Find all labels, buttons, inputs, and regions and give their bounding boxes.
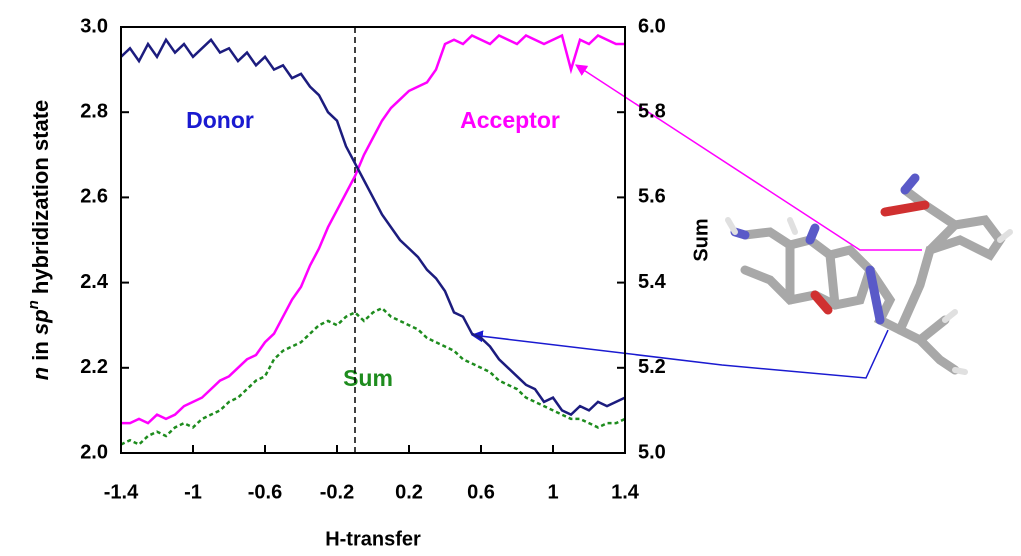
y2-axis-label: Sum <box>690 218 712 261</box>
x-tick-label: 0.6 <box>467 481 495 503</box>
y-tick-label: 3.0 <box>80 15 108 37</box>
y-label-part: sp <box>28 309 53 335</box>
series-line <box>121 40 625 415</box>
y-label-part: n <box>28 367 53 380</box>
x-axis-label: H-transfer <box>325 528 421 550</box>
page: {"chart_data": {"type": "line", "xlabel"… <box>0 0 1021 556</box>
y2-tick-label: 5.8 <box>638 100 666 122</box>
x-tick-label: -0.6 <box>248 481 282 503</box>
pointer-acceptor <box>576 65 922 250</box>
y-tick-label: 2.6 <box>80 186 108 208</box>
y-tick-label: 2.8 <box>80 100 108 122</box>
donor-annotation: Donor <box>186 107 254 133</box>
y-tick-label: 2.0 <box>80 441 108 463</box>
y2-tick-label: 5.6 <box>638 186 666 208</box>
x-tick-label: -0.2 <box>320 481 354 503</box>
y-axis-label: n in spn hybridization state <box>25 100 53 381</box>
y-tick-label: 2.4 <box>80 271 109 293</box>
y2-tick-label: 5.2 <box>638 356 666 378</box>
x-tick-label: 0.2 <box>395 481 423 503</box>
y2-tick-label: 5.4 <box>638 271 667 293</box>
y2-tick-label: 6.0 <box>638 15 666 37</box>
y-label-part: in <box>28 335 53 367</box>
y-label-part: hybridization state <box>28 100 53 300</box>
x-tick-label: -1 <box>184 481 202 503</box>
molecule <box>728 178 1010 372</box>
x-tick-label: -1.4 <box>104 481 139 503</box>
chart: Donor Acceptor Sum H-transfer Sum n in s… <box>0 0 1021 556</box>
x-tick-label: 1.4 <box>611 481 640 503</box>
y2-tick-label: 5.0 <box>638 441 666 463</box>
y-tick-label: 2.2 <box>80 356 108 378</box>
pointer-donor <box>472 330 888 378</box>
x-tick-label: 1 <box>547 481 558 503</box>
acceptor-annotation: Acceptor <box>460 107 560 133</box>
y-label-part: n <box>25 300 42 309</box>
sum-annotation: Sum <box>343 365 393 391</box>
